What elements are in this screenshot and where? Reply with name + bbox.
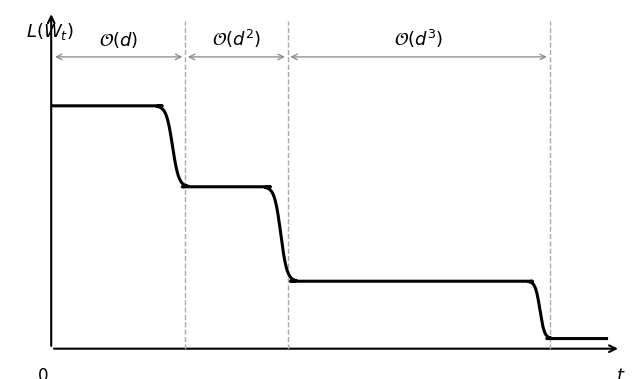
Text: $L(W_t)$: $L(W_t)$: [26, 22, 74, 42]
Text: $\mathcal{O}(d)$: $\mathcal{O}(d)$: [99, 30, 138, 50]
Text: $t$: $t$: [616, 367, 626, 379]
Text: $0$: $0$: [37, 367, 49, 379]
Text: $\mathcal{O}(d^2)$: $\mathcal{O}(d^2)$: [212, 28, 261, 50]
Text: $\mathcal{O}(d^3)$: $\mathcal{O}(d^3)$: [394, 28, 443, 50]
